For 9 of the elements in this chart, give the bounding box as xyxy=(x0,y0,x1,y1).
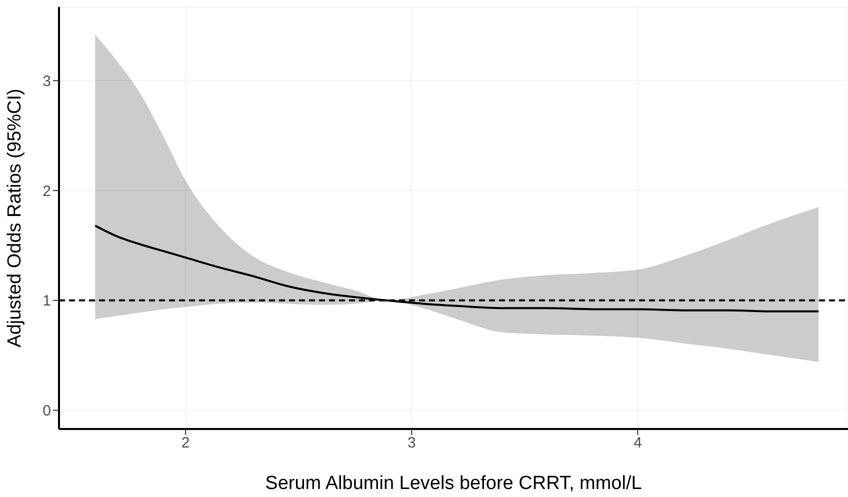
x-tick-label: 4 xyxy=(634,434,642,452)
y-tick-label: 2 xyxy=(42,182,51,200)
y-tick-label: 0 xyxy=(42,402,51,420)
y-tick-label: 1 xyxy=(42,292,51,310)
x-tick-label: 3 xyxy=(408,434,416,452)
x-axis-title: Serum Albumin Levels before CRRT, mmol/L xyxy=(265,473,642,494)
y-tick-label: 3 xyxy=(42,72,51,90)
x-tick-label: 2 xyxy=(181,434,190,452)
y-axis-title: Adjusted Odds Ratios (95%CI) xyxy=(4,88,26,348)
